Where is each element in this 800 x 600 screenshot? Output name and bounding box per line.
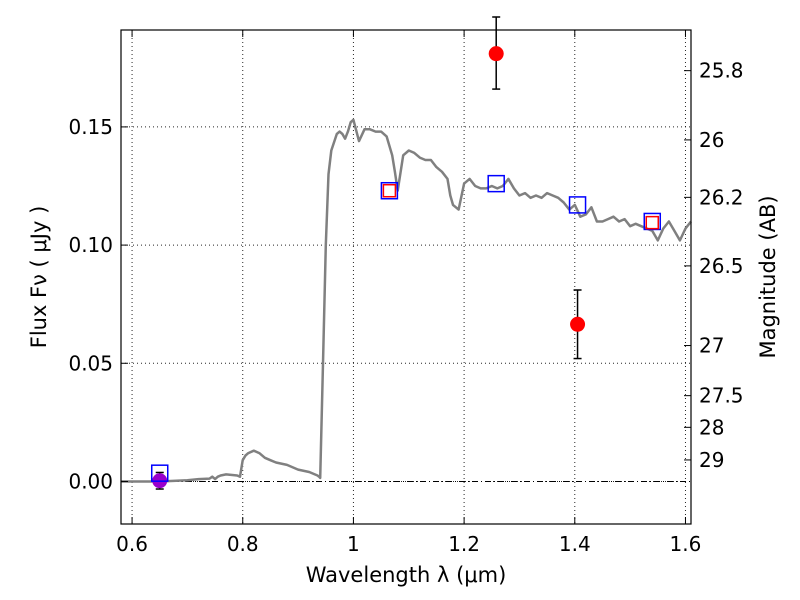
magnitude-tick-label: 29 [699, 448, 724, 472]
x-tick-label: 0.8 [227, 532, 259, 556]
x-tick-label: 1.2 [448, 532, 480, 556]
bandpass-square-marker [487, 174, 505, 193]
magnitude-tick-label: 27.5 [699, 384, 744, 408]
bandpass-square-marker [150, 464, 169, 482]
x-tick-label: 1.6 [670, 532, 702, 556]
x-tick-label: 1 [347, 532, 360, 556]
magnitude-axis-ticks: 25.8 26 26.2 26.5 27 27.5 28 29 [684, 59, 744, 472]
series-layer [121, 16, 692, 490]
y-tick-label: 0.05 [68, 351, 113, 375]
y-axis-label: Flux Fν ( μJy ) [27, 206, 51, 349]
x-tick-label: 1.4 [559, 532, 591, 556]
bandpass-square-marker [380, 181, 399, 200]
bandpass-square-marker [382, 183, 397, 198]
magnitude-tick-label: 28 [699, 415, 724, 439]
bandpass-square-marker [568, 196, 587, 214]
magnitude-tick-label: 26.5 [699, 254, 744, 278]
magnitude-tick-label: 26 [699, 128, 724, 152]
y-tick-label: 0.00 [68, 469, 113, 493]
plot-frame [120, 29, 692, 525]
photometry-point [488, 46, 504, 62]
bandpass-square-marker [645, 215, 660, 230]
photometry-point [570, 316, 586, 332]
magnitude-tick-label: 26.2 [699, 185, 744, 209]
x-axis-label: Wavelength λ (μm) [306, 563, 507, 587]
y-tick-label: 0.15 [68, 115, 113, 139]
y-tick-label: 0.10 [68, 233, 113, 257]
grid-layer [121, 30, 691, 524]
magnitude-tick-label: 27 [699, 334, 724, 358]
x-axis-ticks: 0.6 0.8 1 1.2 1.4 1.6 [116, 30, 701, 556]
magnitude-tick-label: 25.8 [699, 59, 744, 83]
x-tick-label: 0.6 [116, 532, 148, 556]
magnitude-axis-label: Magnitude (AB) [756, 195, 780, 358]
sed-model-line [121, 118, 692, 483]
y-axis-ticks: 0.00 0.05 0.10 0.15 [68, 115, 128, 493]
bandpass-square-marker [643, 212, 662, 231]
